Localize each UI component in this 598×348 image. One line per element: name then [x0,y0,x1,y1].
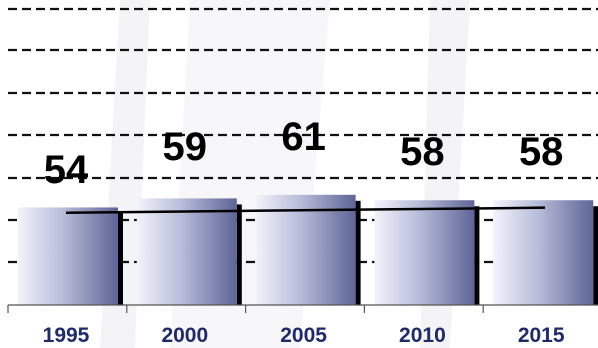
bar-2000 [136,198,237,305]
value-label-2015: 58 [519,130,564,174]
x-tick-label-2000: 2000 [161,324,208,347]
x-tick-label-2015: 2015 [518,324,565,347]
bar-shadow [118,213,123,305]
value-label-2000: 59 [163,125,208,169]
x-tick-label-1995: 1995 [43,324,90,347]
bar-value-labels: 54 59 61 58 58 [44,115,564,192]
bars [18,194,598,305]
trend-line-group [65,206,546,215]
bar-shadow [236,204,242,305]
bar-2010 [374,200,475,305]
bar-shadow [593,206,598,305]
bar-2015 [493,200,594,305]
value-label-2005: 61 [281,115,326,159]
x-tick-label-2010: 2010 [399,324,446,347]
value-label-1995: 54 [44,148,89,192]
x-tick-label-2005: 2005 [280,324,327,347]
bar-1995 [18,207,118,305]
bar-2005 [255,194,356,305]
x-axis: 1995 2000 2005 2010 2015 [7,304,598,347]
bar-shadow [474,206,480,305]
bar-shadow [355,200,361,305]
value-label-2010: 58 [400,130,445,174]
trend-line [65,206,546,215]
